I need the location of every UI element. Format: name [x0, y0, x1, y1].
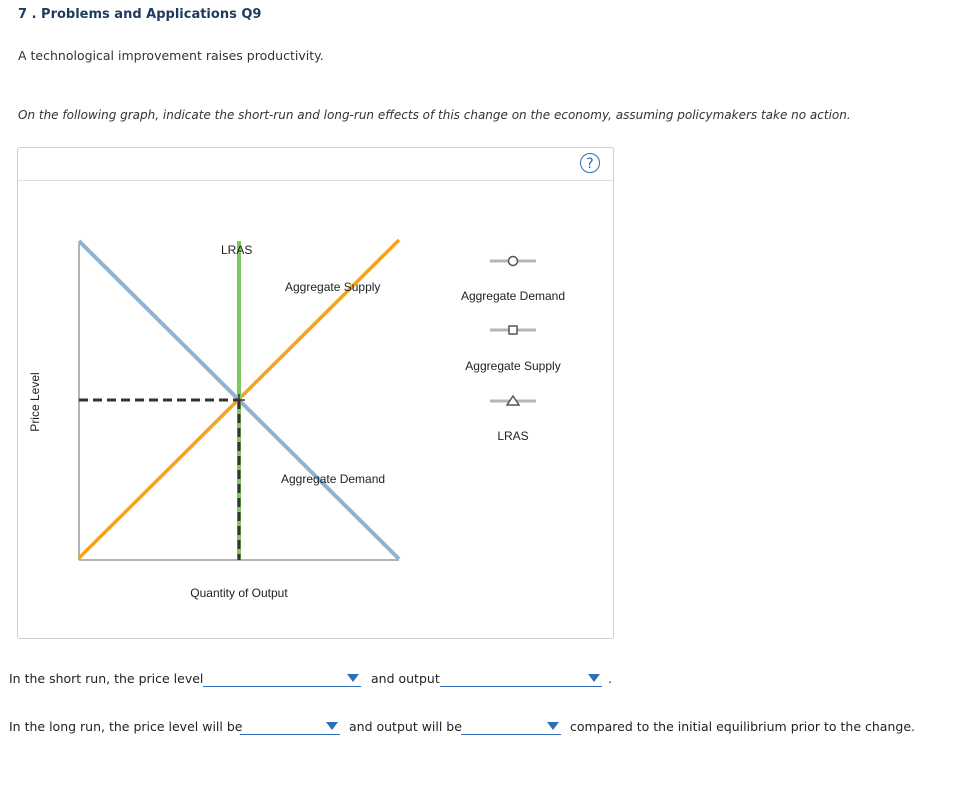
square-marker-icon: [508, 325, 518, 335]
palette-lras-label: LRAS: [497, 429, 528, 443]
equilibrium-crosshair-icon[interactable]: [233, 394, 245, 406]
palette-ad-label: Aggregate Demand: [461, 289, 565, 303]
circle-marker-icon: [507, 255, 519, 267]
and-output-will-be-text: and output will be: [349, 719, 462, 734]
x-axis-title: Quantity of Output: [190, 586, 288, 600]
palette-aggregate-supply[interactable]: Aggregate Supply: [465, 325, 561, 373]
graph-panel: ? LRAS Aggregate Supply Aggregate Demand…: [17, 147, 614, 639]
comparison-suffix: compared to the initial equilibrium prio…: [570, 719, 915, 734]
question-intro: A technological improvement raises produ…: [18, 48, 324, 63]
palette-aggregate-demand[interactable]: Aggregate Demand: [461, 255, 565, 304]
short-run-price-dropdown[interactable]: [203, 670, 361, 687]
lras-label: LRAS: [221, 243, 252, 257]
question-instruction: On the following graph, indicate the sho…: [18, 108, 851, 122]
help-icon[interactable]: ?: [580, 153, 600, 173]
period-text: .: [608, 671, 612, 686]
palette-lras[interactable]: LRAS: [490, 394, 536, 443]
chevron-down-icon: [347, 674, 359, 682]
graph-toolbar: [18, 148, 613, 181]
and-output-text: and output: [371, 671, 440, 686]
y-axis-title: Price Level: [28, 372, 42, 431]
long-run-output-dropdown[interactable]: [461, 718, 561, 735]
graph-canvas[interactable]: LRAS Aggregate Supply Aggregate Demand Q…: [18, 148, 613, 638]
long-run-price-dropdown[interactable]: [240, 718, 340, 735]
chevron-down-icon: [547, 722, 559, 730]
chevron-down-icon: [326, 722, 338, 730]
aggregate-supply-label: Aggregate Supply: [285, 280, 380, 294]
palette-as-label: Aggregate Supply: [465, 359, 560, 373]
triangle-marker-icon: [505, 394, 521, 406]
short-run-output-dropdown[interactable]: [440, 670, 602, 687]
chevron-down-icon: [588, 674, 600, 682]
aggregate-demand-label: Aggregate Demand: [281, 472, 385, 486]
long-run-prefix: In the long run, the price level will be: [9, 719, 243, 734]
question-title: 7 . Problems and Applications Q9: [18, 7, 262, 22]
short-run-prefix: In the short run, the price level: [9, 671, 204, 686]
